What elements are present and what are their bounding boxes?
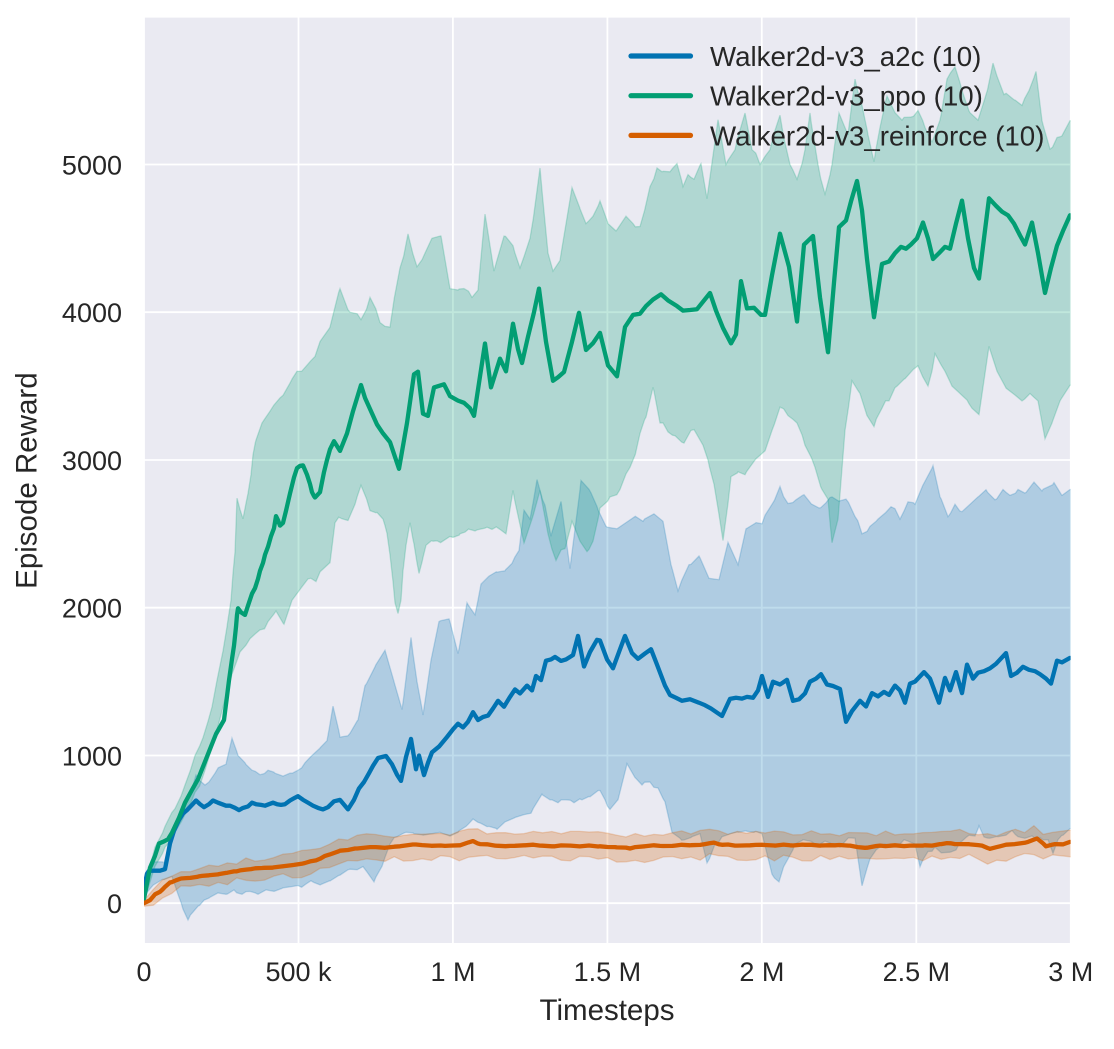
svg-text:2 M: 2 M — [739, 957, 784, 987]
svg-text:0: 0 — [136, 957, 151, 987]
svg-text:2.5 M: 2.5 M — [883, 957, 951, 987]
svg-text:3 M: 3 M — [1048, 957, 1093, 987]
svg-text:1000: 1000 — [62, 742, 122, 772]
svg-text:4000: 4000 — [62, 298, 122, 328]
svg-text:0: 0 — [107, 889, 122, 919]
svg-text:5000: 5000 — [62, 151, 122, 181]
svg-text:2000: 2000 — [62, 594, 122, 624]
svg-text:1.5 M: 1.5 M — [574, 957, 642, 987]
svg-text:3000: 3000 — [62, 446, 122, 476]
svg-text:Walker2d-v3_reinforce (10): Walker2d-v3_reinforce (10) — [710, 120, 1044, 151]
svg-text:500 k: 500 k — [265, 957, 332, 987]
svg-text:1 M: 1 M — [430, 957, 475, 987]
svg-text:Timesteps: Timesteps — [540, 994, 675, 1027]
svg-text:Walker2d-v3_ppo (10): Walker2d-v3_ppo (10) — [710, 81, 983, 112]
svg-text:Walker2d-v3_a2c (10): Walker2d-v3_a2c (10) — [710, 41, 981, 72]
svg-text:Episode Reward: Episode Reward — [11, 372, 44, 588]
